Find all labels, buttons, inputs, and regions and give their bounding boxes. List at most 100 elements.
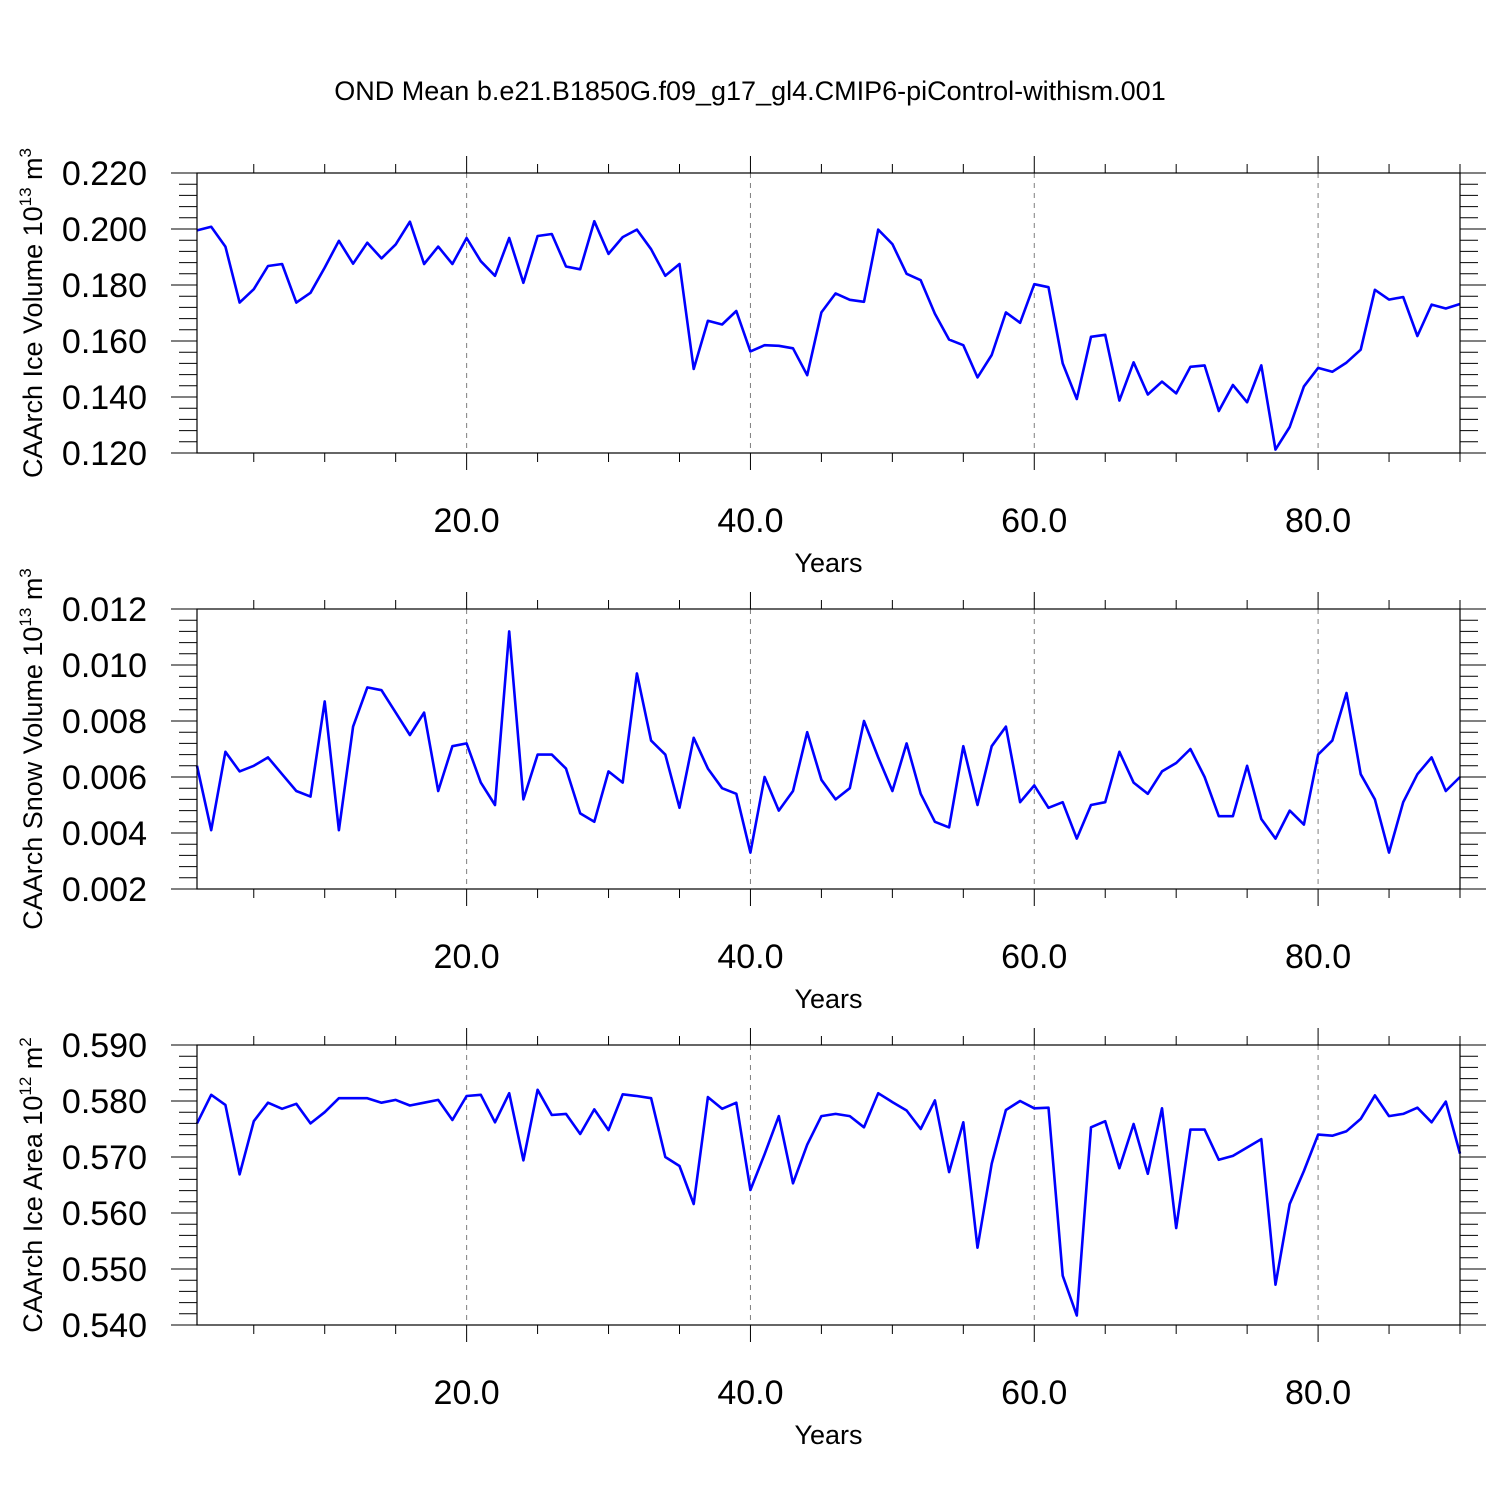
y-tick-label: 0.006	[62, 759, 147, 797]
data-point	[877, 228, 879, 230]
data-point	[1402, 296, 1404, 298]
y-tick-label: 0.012	[62, 591, 147, 629]
data-point	[607, 770, 609, 772]
data-point	[991, 745, 993, 747]
data-point	[1388, 851, 1390, 853]
chart-panel-3: 20.0 40.0 60.0 80.0 0.540 0.550 0.560 0.570 0.58…	[16, 1027, 1486, 1450]
data-point	[1005, 311, 1007, 313]
data-point	[437, 1099, 439, 1101]
data-point	[423, 263, 425, 265]
data-point	[437, 790, 439, 792]
data-point	[281, 263, 283, 265]
data-point	[650, 248, 652, 250]
data-point	[891, 1101, 893, 1103]
data-point	[1076, 837, 1078, 839]
data-point	[238, 1173, 240, 1175]
data-point	[579, 812, 581, 814]
data-point	[1303, 1170, 1305, 1172]
data-point	[976, 804, 978, 806]
data-point	[735, 793, 737, 795]
y-tick-label: 0.200	[62, 211, 147, 249]
data-point	[309, 1122, 311, 1124]
data-point	[678, 807, 680, 809]
data-point	[1147, 393, 1149, 395]
data-point	[905, 742, 907, 744]
data-point	[366, 1097, 368, 1099]
data-point	[480, 260, 482, 262]
data-point	[1019, 801, 1021, 803]
data-point	[877, 756, 879, 758]
data-point	[1430, 303, 1432, 305]
data-point	[749, 1189, 751, 1191]
data-point	[1104, 801, 1106, 803]
data-point	[820, 779, 822, 781]
data-point	[309, 795, 311, 797]
data-point	[1246, 1146, 1248, 1148]
data-point	[1175, 1227, 1177, 1229]
data-point	[551, 1114, 553, 1116]
data-point	[1430, 1121, 1432, 1123]
data-point	[1118, 399, 1120, 401]
data-point	[905, 1109, 907, 1111]
y-tick-label: 0.550	[62, 1251, 147, 1289]
data-point	[224, 245, 226, 247]
data-point	[324, 700, 326, 702]
data-point	[905, 273, 907, 275]
data-point	[622, 781, 624, 783]
data-point	[650, 1097, 652, 1099]
data-point	[352, 1097, 354, 1099]
x-tick-label: 40.0	[717, 1374, 783, 1412]
data-point	[664, 1156, 666, 1158]
y-axis-label: CAArch Snow Volume 1013 m3	[16, 568, 48, 930]
data-point	[806, 1144, 808, 1146]
data-point	[253, 1120, 255, 1122]
data-point	[1331, 1135, 1333, 1137]
data-point	[1345, 361, 1347, 363]
data-point	[1445, 1100, 1447, 1102]
data-point	[565, 265, 567, 267]
data-point	[1161, 380, 1163, 382]
data-point	[1317, 1133, 1319, 1135]
data-point	[707, 767, 709, 769]
data-point	[238, 301, 240, 303]
data-point	[820, 1115, 822, 1117]
data-point	[1189, 748, 1191, 750]
data-point	[693, 1203, 695, 1205]
data-point	[1274, 837, 1276, 839]
data-point	[1445, 307, 1447, 309]
data-point	[281, 773, 283, 775]
data-point	[1246, 765, 1248, 767]
data-point	[522, 282, 524, 284]
data-point	[295, 790, 297, 792]
data-point	[948, 826, 950, 828]
data-point	[1260, 1138, 1262, 1140]
y-tick-label: 0.140	[62, 379, 147, 417]
data-point	[409, 734, 411, 736]
data-point	[920, 279, 922, 281]
data-point	[934, 821, 936, 823]
panels: 20.0 40.0 60.0 80.0 0.120 0.140 0.160 0.180 0.20…	[16, 148, 1486, 1450]
data-point	[863, 1126, 865, 1128]
data-point	[522, 798, 524, 800]
data-point	[1161, 1107, 1163, 1109]
data-point	[380, 257, 382, 259]
data-point	[849, 1115, 851, 1117]
data-point	[1047, 807, 1049, 809]
data-point	[934, 313, 936, 315]
data-point	[551, 753, 553, 755]
data-point	[380, 1102, 382, 1104]
x-axis-label: Years	[794, 1420, 862, 1450]
data-point	[735, 310, 737, 312]
data-point	[352, 263, 354, 265]
data-point	[1090, 1126, 1092, 1128]
data-point	[338, 829, 340, 831]
data-point	[1033, 1107, 1035, 1109]
data-point	[1388, 298, 1390, 300]
data-point	[1360, 773, 1362, 775]
data-point	[309, 292, 311, 294]
data-point	[1374, 1094, 1376, 1096]
x-tick-label: 60.0	[1001, 1374, 1067, 1412]
data-point	[1132, 1123, 1134, 1125]
data-point	[1274, 1284, 1276, 1286]
data-point	[409, 221, 411, 223]
